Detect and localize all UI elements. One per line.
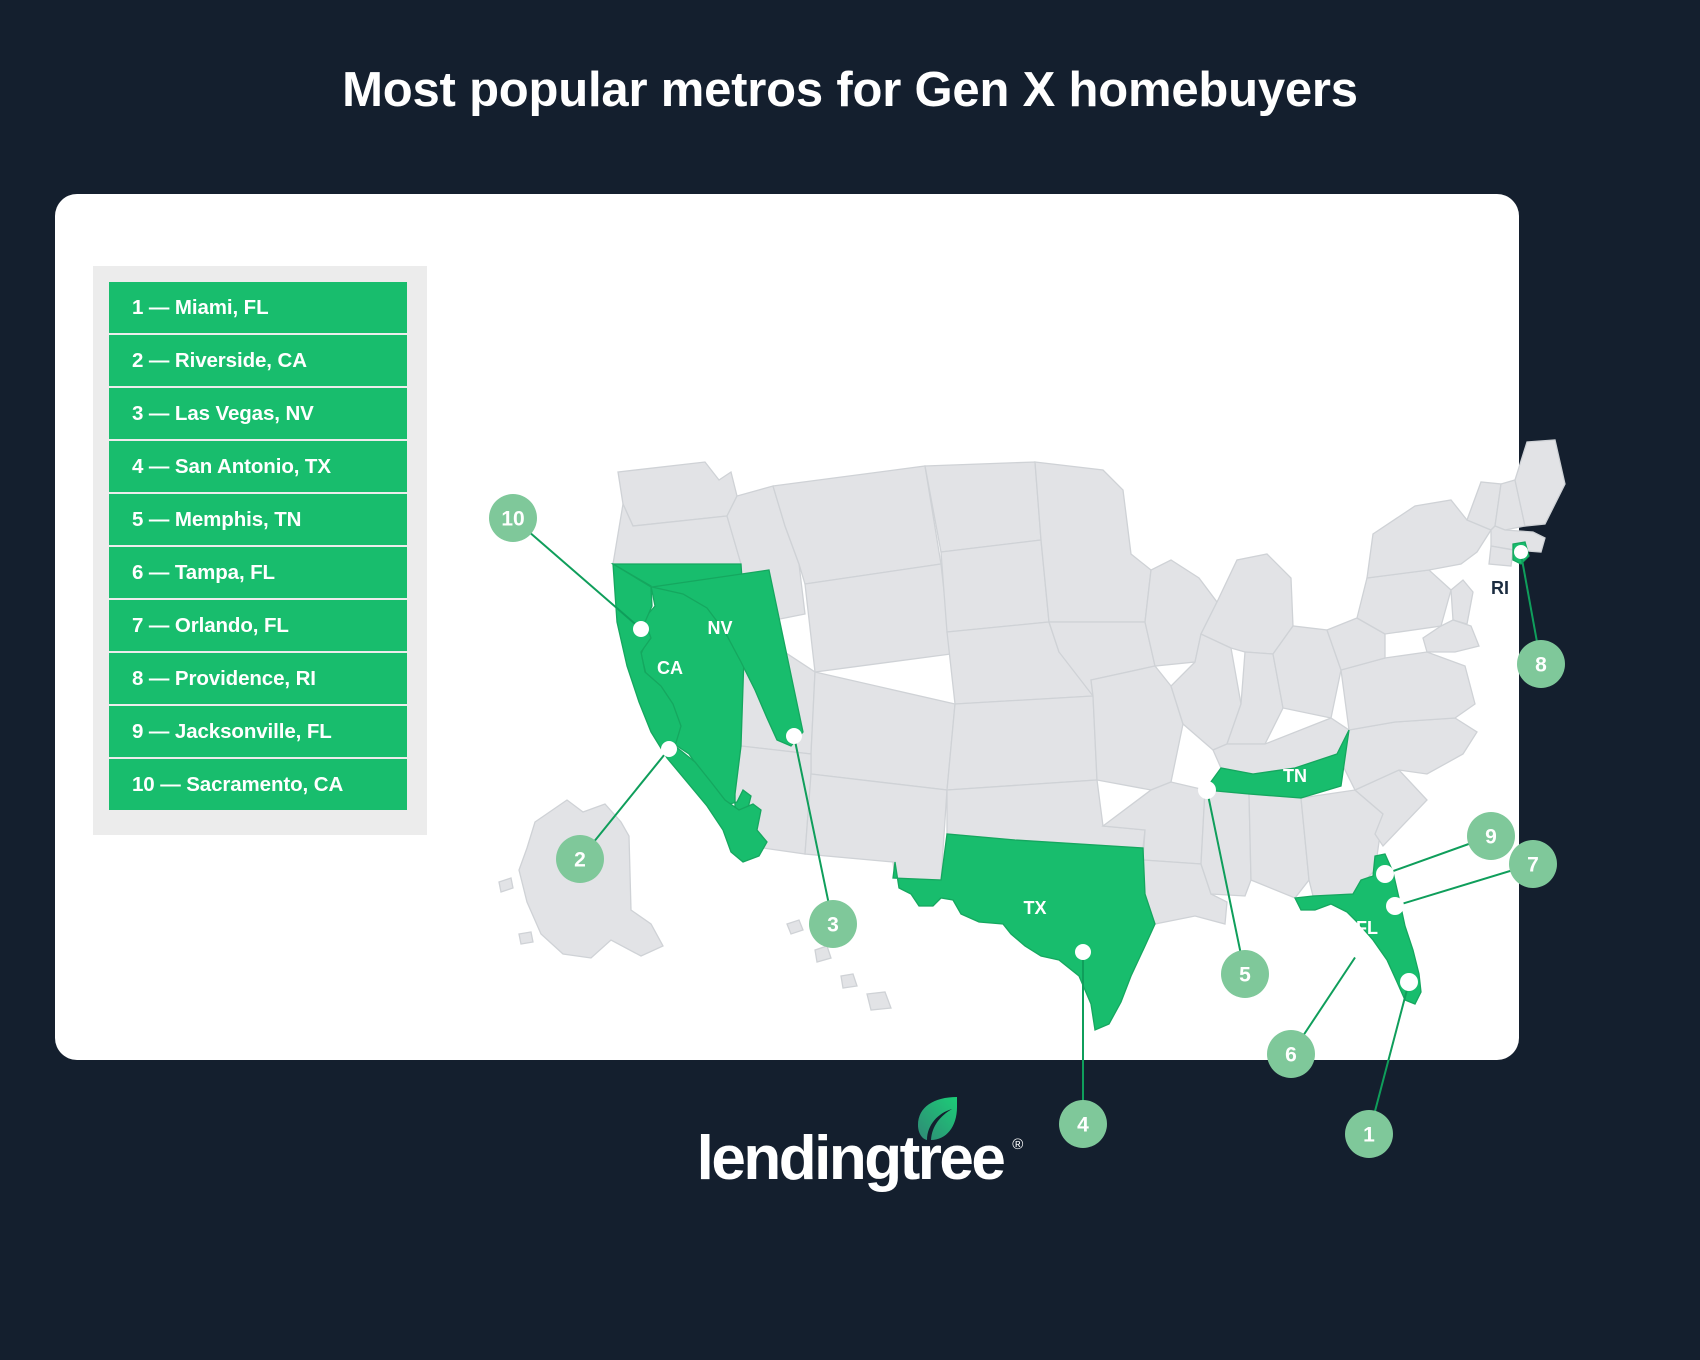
legend-list: 1 — Miami, FL 2 — Riverside, CA 3 — Las … [109,282,407,810]
leader-3 [793,735,834,925]
state-label-tn: TN [1283,766,1307,786]
state-hi-4 [866,991,892,1011]
lendingtree-logo[interactable]: lendingtree ® [0,1097,1700,1190]
city-dot-san-antonio [1075,944,1091,960]
legend-item-10[interactable]: 10 — Sacramento, CA [109,759,407,810]
state-hi-2 [814,945,832,963]
state-wy [804,563,952,673]
pin-8-label: 8 [1535,654,1547,677]
state-nj [1450,579,1474,625]
state-texas [892,833,1156,1031]
pin-4[interactable]: 4 [1059,1100,1107,1148]
city-dot-memphis [1198,781,1216,799]
state-ak-isle-2 [518,931,534,945]
pin-5[interactable]: 5 [1221,950,1269,998]
city-dot-tampa [1351,941,1369,959]
pin-9[interactable]: 9 [1467,812,1515,860]
state-label-fl: FL [1356,918,1378,938]
state-ak-isle-1 [498,877,514,893]
leader-1 [1368,981,1410,1135]
legend-item-8[interactable]: 8 — Providence, RI [109,653,407,704]
state-nevada [651,569,804,747]
state-mn [1034,461,1152,623]
leaf-icon [917,1097,957,1140]
pin-1-label: 1 [1363,1124,1375,1147]
state-mo [1090,665,1184,791]
us-map: CA NV TX TN FL RI [455,234,1566,1158]
pin-10[interactable]: 10 [489,494,537,542]
city-dot-miami [1400,973,1418,991]
state-va [1340,651,1476,731]
leader-7 [1394,863,1534,907]
state-hi-3 [840,973,858,989]
pin-5-label: 5 [1239,964,1251,987]
state-florida [1294,853,1422,1005]
pin-7-label: 7 [1527,854,1539,877]
state-al [1248,793,1310,899]
state-me [1514,439,1566,527]
state-ks [946,695,1098,791]
state-wv [1326,617,1386,671]
state-pa [1356,569,1452,635]
legend-item-4[interactable]: 4 — San Antonio, TX [109,441,407,492]
state-sd [940,539,1050,633]
city-dot-las-vegas [786,728,802,744]
highlighted-states-group [610,541,1530,1031]
state-label-nv: NV [707,618,732,638]
state-nm [804,773,948,881]
pin-4-label: 4 [1077,1114,1089,1137]
city-dot-riverside [661,741,677,757]
city-dot-orlando [1386,897,1404,915]
state-co [810,671,956,791]
state-california [612,562,768,863]
city-dot-sacramento [633,621,649,637]
state-label-ri: RI [1491,578,1509,598]
state-label-ca: CA [657,658,683,678]
inactive-states-group [498,439,1566,1011]
pin-2-label: 2 [574,849,586,872]
pin-6-label: 6 [1285,1044,1297,1067]
pin-9-label: 9 [1485,826,1497,849]
city-dot-providence [1514,545,1528,559]
city-dot-jacksonville [1376,865,1394,883]
leader-10 [512,517,642,630]
legend-item-9[interactable]: 9 — Jacksonville, FL [109,706,407,757]
legend-panel: 1 — Miami, FL 2 — Riverside, CA 3 — Las … [93,266,427,835]
leader-5 [1206,789,1246,975]
page-title: Most popular metros for Gen X homebuyers [342,63,1358,117]
state-ct [1488,545,1514,567]
pin-8[interactable]: 8 [1517,640,1565,688]
pin-6[interactable]: 6 [1267,1030,1315,1078]
pin-2[interactable]: 2 [556,835,604,883]
registered-mark: ® [1012,1136,1024,1153]
city-dots-group [633,545,1528,991]
legend-item-7[interactable]: 7 — Orlando, FL [109,600,407,651]
logo-wordmark: lendingtree [696,1124,1006,1193]
state-nd [924,461,1042,553]
state-md [1422,619,1480,653]
legend-item-1[interactable]: 1 — Miami, FL [109,282,407,333]
state-hi-1 [786,919,804,935]
legend-item-2[interactable]: 2 — Riverside, CA [109,335,407,386]
pin-10-label: 10 [501,508,524,531]
pin-3[interactable]: 3 [809,900,857,948]
pin-3-label: 3 [827,914,839,937]
pin-7[interactable]: 7 [1509,840,1557,888]
footer: lendingtree ® [0,1097,1700,1298]
legend-item-6[interactable]: 6 — Tampa, FL [109,547,407,598]
legend-item-5[interactable]: 5 — Memphis, TN [109,494,407,545]
state-label-tx: TX [1023,898,1046,918]
state-tennessee [1203,729,1350,799]
legend-item-3[interactable]: 3 — Las Vegas, NV [109,388,407,439]
pin-1[interactable]: 1 [1345,1110,1393,1158]
content-card: 1 — Miami, FL 2 — Riverside, CA 3 — Las … [55,194,1566,1158]
